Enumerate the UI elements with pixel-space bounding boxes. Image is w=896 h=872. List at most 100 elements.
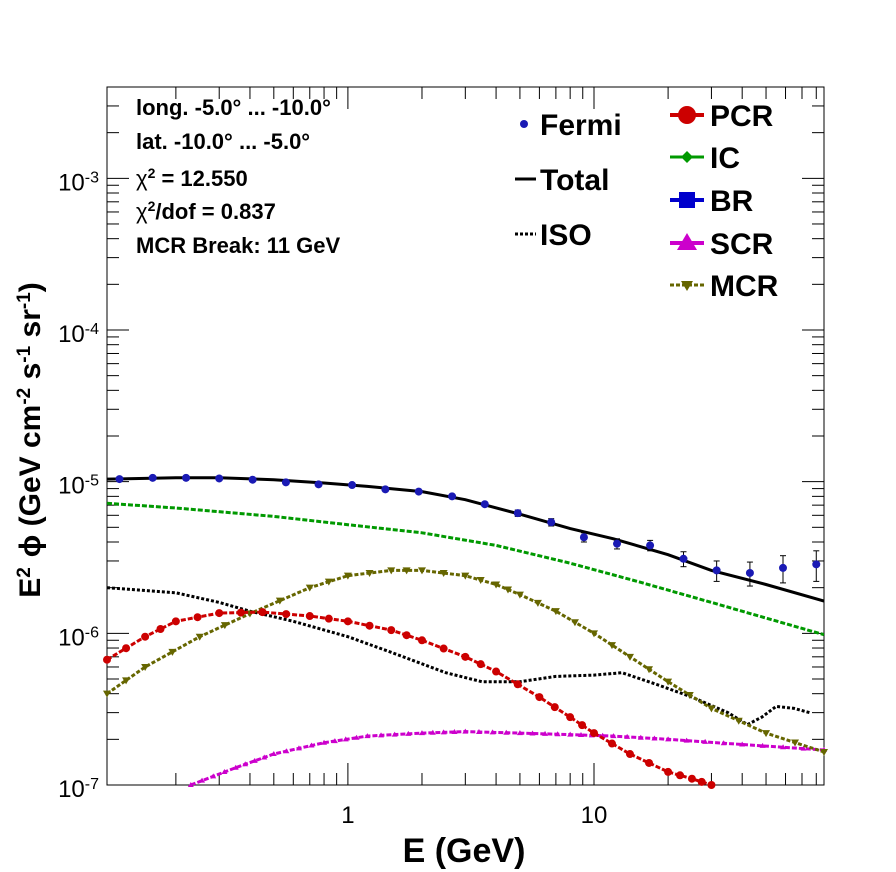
pcr-marker bbox=[566, 713, 575, 722]
scr-marker bbox=[187, 782, 194, 787]
mcr-marker bbox=[734, 717, 743, 725]
mcr-marker bbox=[791, 739, 800, 747]
legend-mcr: MCR bbox=[670, 270, 779, 303]
pcr-marker bbox=[645, 758, 654, 767]
pcr-marker bbox=[156, 625, 165, 634]
info-latitude: lat. -10.0° ... -5.0° bbox=[136, 129, 310, 154]
scr-marker bbox=[295, 745, 302, 751]
scr-marker bbox=[739, 741, 746, 747]
fermi-point bbox=[579, 533, 588, 542]
mcr-marker bbox=[476, 577, 485, 585]
mcr-marker bbox=[195, 633, 204, 641]
mcr-marker bbox=[707, 705, 716, 713]
legend-iso-label: ISO bbox=[540, 219, 592, 252]
legend-pcr: PCR bbox=[670, 100, 774, 133]
y-axis-label: E2ϕ (GeV cm-2 s-1 sr-1) bbox=[14, 282, 48, 598]
pcr-marker bbox=[324, 614, 333, 623]
pcr-marker bbox=[492, 667, 501, 676]
pcr-marker bbox=[625, 750, 634, 759]
pcr-marker bbox=[550, 703, 559, 712]
fermi-point bbox=[148, 473, 157, 482]
scr-marker bbox=[221, 769, 228, 775]
pcr-marker bbox=[402, 631, 411, 640]
y-tick-label: 10-3 bbox=[58, 169, 99, 197]
ic-line bbox=[107, 501, 824, 637]
scr-marker bbox=[391, 731, 398, 737]
scr-marker bbox=[651, 735, 658, 741]
legend-mcr-marker bbox=[681, 281, 693, 291]
scr-marker bbox=[503, 729, 510, 735]
pcr-marker bbox=[664, 767, 673, 776]
pcr-marker bbox=[607, 739, 616, 748]
scr-marker bbox=[637, 734, 644, 740]
fermi-point bbox=[480, 500, 489, 509]
mcr-marker bbox=[645, 666, 654, 674]
mcr-marker bbox=[275, 597, 284, 605]
legend-ic: IC bbox=[670, 142, 740, 175]
mcr-marker bbox=[503, 586, 512, 594]
scr-marker bbox=[261, 754, 268, 760]
total-line bbox=[107, 476, 824, 603]
pcr-marker bbox=[343, 617, 352, 626]
mcr-marker bbox=[625, 653, 634, 661]
fermi-point bbox=[745, 568, 754, 577]
pcr-marker bbox=[305, 612, 314, 621]
legend-scr-label: SCR bbox=[710, 228, 774, 261]
fermi-point bbox=[215, 474, 224, 483]
legend-fermi-label: Fermi bbox=[540, 109, 622, 142]
pcr-marker bbox=[122, 644, 131, 653]
scr-marker bbox=[405, 730, 412, 736]
scr-marker bbox=[702, 738, 709, 744]
mcr-marker bbox=[439, 570, 448, 578]
axis-ticks bbox=[107, 86, 824, 786]
scr-marker bbox=[210, 773, 217, 779]
pcr-marker bbox=[439, 644, 448, 653]
scr-marker bbox=[683, 737, 690, 743]
info-text: long. -5.0° ... -10.0° lat. -10.0° ... -… bbox=[136, 95, 341, 258]
fermi-point bbox=[778, 563, 787, 572]
info-chi2-dof: χ2/dof = 0.837 bbox=[136, 198, 276, 224]
fermi-point bbox=[646, 541, 655, 550]
scr-marker bbox=[529, 730, 536, 736]
legend-br: BR bbox=[670, 185, 754, 218]
fermi-point bbox=[248, 475, 257, 484]
legend-fermi: Fermi bbox=[520, 109, 622, 142]
mcr-marker bbox=[515, 591, 524, 599]
mcr-marker bbox=[387, 567, 396, 575]
pcr-marker bbox=[513, 680, 522, 689]
mcr-marker bbox=[551, 608, 560, 616]
scr-marker bbox=[440, 729, 447, 735]
legend-br-label: BR bbox=[710, 185, 754, 218]
fermi-point bbox=[812, 560, 821, 569]
mcr-marker bbox=[103, 690, 111, 698]
fermi-point bbox=[448, 492, 457, 501]
pcr-marker bbox=[236, 608, 245, 617]
fermi-point bbox=[513, 509, 522, 518]
pcr-marker bbox=[535, 693, 544, 702]
scr-marker bbox=[516, 730, 523, 736]
legend-pcr-marker bbox=[678, 106, 696, 124]
mcr-marker bbox=[685, 692, 694, 700]
y-tick-labels: 10-7 10-6 10-5 10-4 10-3 bbox=[58, 169, 99, 803]
fermi-point bbox=[115, 475, 124, 484]
fermi-point bbox=[182, 473, 191, 482]
x-tick-label: 1 bbox=[341, 802, 354, 829]
legend: Fermi Total ISO PCR IC BR SCR bbox=[515, 100, 779, 303]
fermi-point bbox=[414, 487, 423, 496]
legend-fermi-marker bbox=[520, 120, 528, 128]
scr-marker bbox=[720, 740, 727, 746]
scr-marker bbox=[800, 745, 807, 751]
scr-marker bbox=[475, 728, 482, 734]
scr-marker bbox=[610, 733, 617, 739]
mcr-marker bbox=[343, 572, 352, 580]
y-tick-label: 10-4 bbox=[58, 320, 99, 348]
scr-marker bbox=[429, 729, 436, 735]
pcr-marker bbox=[193, 613, 202, 622]
pcr-marker bbox=[590, 729, 599, 738]
legend-ic-label: IC bbox=[710, 142, 740, 175]
pcr-marker bbox=[141, 632, 150, 641]
pcr-marker bbox=[578, 721, 587, 730]
mcr-marker bbox=[590, 630, 599, 638]
y-tick-label: 10-5 bbox=[58, 472, 99, 500]
pcr-marker bbox=[707, 781, 716, 789]
